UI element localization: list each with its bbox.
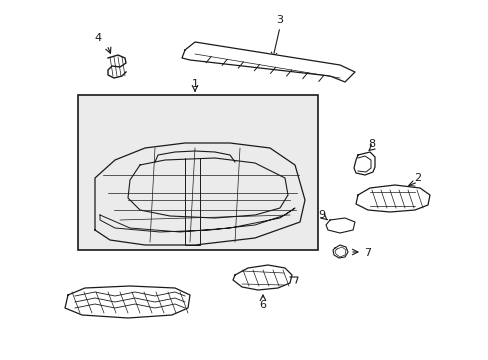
Text: 4: 4 — [94, 33, 102, 43]
Text: 3: 3 — [276, 15, 283, 25]
Polygon shape — [332, 245, 347, 258]
Text: 1: 1 — [191, 79, 198, 89]
Text: 5: 5 — [164, 303, 171, 313]
Text: 8: 8 — [367, 139, 375, 149]
Polygon shape — [232, 265, 291, 290]
Polygon shape — [355, 185, 429, 212]
Bar — [78, 95, 317, 250]
Text: 9: 9 — [318, 210, 325, 220]
Polygon shape — [325, 218, 354, 233]
Text: 7: 7 — [364, 248, 371, 258]
Polygon shape — [353, 152, 374, 175]
Text: 2: 2 — [414, 173, 421, 183]
Polygon shape — [182, 42, 354, 82]
Text: 6: 6 — [259, 300, 266, 310]
Polygon shape — [65, 286, 190, 318]
